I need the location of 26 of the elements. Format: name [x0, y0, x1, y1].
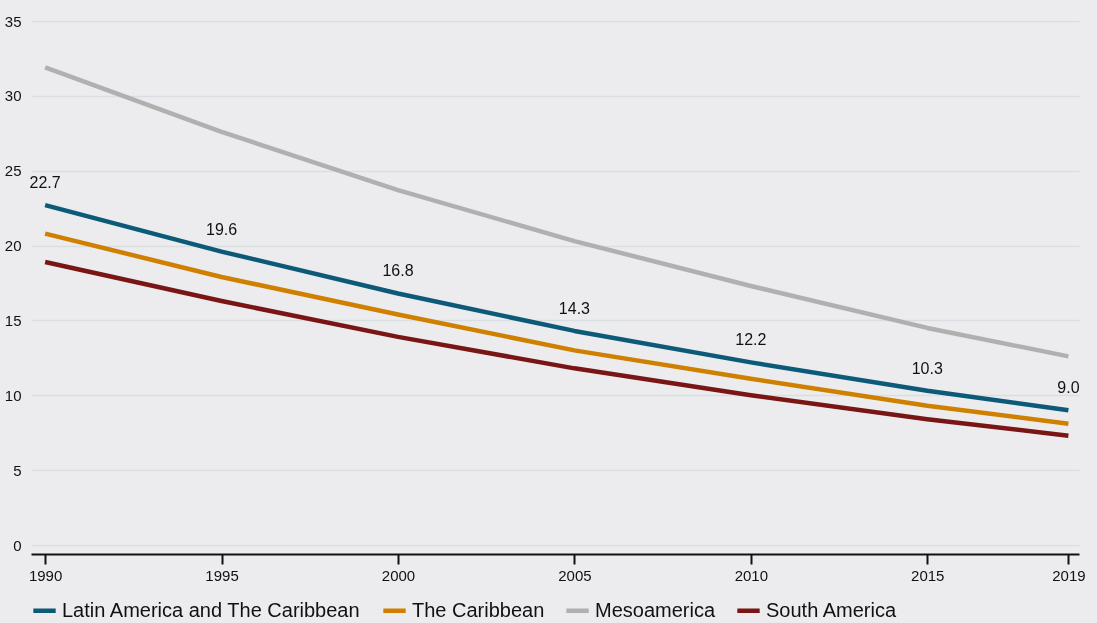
- data-label: 10.3: [911, 359, 943, 377]
- x-tick-label: 2015: [911, 566, 945, 584]
- data-label: 16.8: [382, 262, 414, 280]
- x-tick-label: 1990: [28, 566, 63, 584]
- legend-label: South America: [766, 598, 897, 621]
- legend-label: Latin America and The Caribbean: [62, 598, 360, 621]
- data-label: 12.2: [735, 331, 767, 349]
- x-tick-label: 2005: [558, 566, 592, 584]
- y-tick-label: 10: [4, 386, 22, 404]
- legend-label: The Caribbean: [412, 598, 545, 621]
- x-tick-label: 2019: [1052, 566, 1086, 584]
- y-tick-label: 25: [4, 162, 22, 180]
- data-label: 14.3: [558, 299, 591, 317]
- y-tick-label: 5: [13, 461, 22, 479]
- y-tick-label: 15: [4, 311, 22, 329]
- legend-label: Mesoamerica: [595, 598, 716, 621]
- y-tick-label: 0: [13, 536, 22, 554]
- data-label: 22.7: [29, 174, 61, 192]
- x-tick-label: 2000: [381, 566, 416, 584]
- x-tick-label: 2010: [734, 566, 769, 584]
- y-tick-label: 30: [4, 87, 22, 105]
- x-tick-label: 1995: [205, 566, 239, 584]
- y-tick-label: 20: [4, 237, 22, 255]
- data-label: 19.6: [205, 220, 238, 238]
- data-label: 9.0: [1057, 379, 1080, 397]
- y-tick-label: 35: [4, 12, 22, 30]
